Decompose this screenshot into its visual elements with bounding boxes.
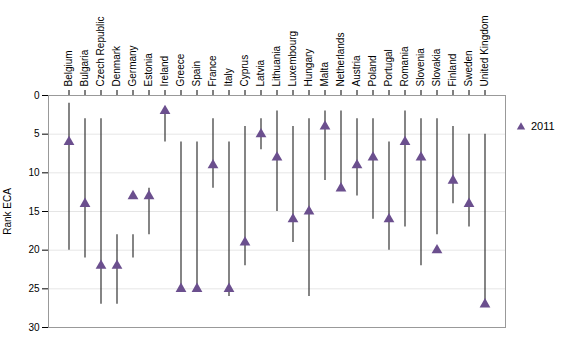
svg-text:Bulgaria: Bulgaria bbox=[79, 49, 90, 86]
svg-text:Malta: Malta bbox=[319, 62, 330, 87]
svg-text:Romania: Romania bbox=[399, 46, 410, 86]
svg-text:Rank ECA: Rank ECA bbox=[2, 188, 13, 235]
svg-text:Czech Republic: Czech Republic bbox=[95, 16, 106, 86]
svg-text:20: 20 bbox=[28, 244, 40, 255]
svg-text:Austria: Austria bbox=[351, 55, 362, 87]
svg-text:Latvia: Latvia bbox=[255, 59, 266, 86]
svg-text:Italy: Italy bbox=[223, 68, 234, 86]
svg-text:Greece: Greece bbox=[175, 53, 186, 86]
svg-text:France: France bbox=[207, 55, 218, 87]
svg-text:Finland: Finland bbox=[447, 54, 458, 87]
svg-text:Belgium: Belgium bbox=[63, 50, 74, 86]
svg-text:25: 25 bbox=[28, 283, 40, 294]
svg-text:Estonia: Estonia bbox=[143, 53, 154, 87]
svg-text:Denmark: Denmark bbox=[111, 45, 122, 87]
svg-text:Poland: Poland bbox=[367, 55, 378, 86]
svg-text:Netherlands: Netherlands bbox=[335, 33, 346, 87]
svg-text:Slovakia: Slovakia bbox=[431, 48, 442, 86]
svg-text:United Kingdom: United Kingdom bbox=[479, 15, 490, 86]
svg-text:10: 10 bbox=[28, 167, 40, 178]
svg-text:Spain: Spain bbox=[191, 61, 202, 87]
svg-text:Portugal: Portugal bbox=[383, 49, 394, 86]
svg-text:0: 0 bbox=[34, 90, 40, 101]
svg-text:5: 5 bbox=[34, 128, 40, 139]
svg-text:Luxembourg: Luxembourg bbox=[287, 31, 298, 87]
svg-text:Slovenia: Slovenia bbox=[415, 48, 426, 87]
svg-text:Sweden: Sweden bbox=[463, 50, 474, 86]
svg-text:30: 30 bbox=[28, 322, 40, 333]
svg-text:Ireland: Ireland bbox=[159, 56, 170, 87]
svg-text:Hungary: Hungary bbox=[303, 49, 314, 87]
svg-text:15: 15 bbox=[28, 206, 40, 217]
svg-text:Cyprus: Cyprus bbox=[239, 55, 250, 87]
svg-text:Germany: Germany bbox=[127, 45, 138, 86]
svg-text:Lithuania: Lithuania bbox=[271, 45, 282, 86]
html-text:2011: 2011 bbox=[531, 120, 555, 132]
